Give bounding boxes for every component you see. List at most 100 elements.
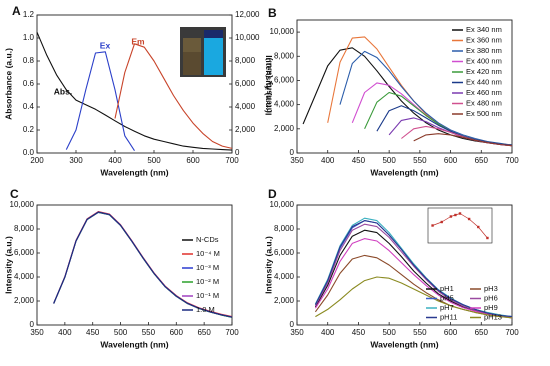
legend-label: Ex 480 nm [466,98,502,107]
panel-label: B [268,6,277,20]
y-tick-label: 2,000 [274,124,295,133]
y2-tick-label: 2,000 [235,125,256,134]
series-line [36,31,233,151]
x-tick-label: 550 [413,328,427,337]
y-tick-label: 0.2 [23,125,35,134]
plot-frame [296,19,513,154]
y-tick-label: 2,000 [274,296,295,305]
point [454,213,457,217]
x-tick-label: 300 [69,156,83,165]
legend-label: Ex 400 nm [466,56,502,65]
legend-label: Ex 420 nm [466,67,502,76]
y-tick-label: 0.0 [23,148,35,157]
series-line [315,276,513,319]
y-tick-label: 8,000 [274,51,295,60]
y-tick-label: 0.6 [23,79,35,88]
series-label: Abs. [54,86,72,96]
x-tick-label: 700 [505,156,519,165]
series-line [314,229,513,318]
plot-frame [36,204,233,326]
series-line [114,43,233,149]
series-label: Em [131,36,145,46]
x-tick-label: 400 [321,156,335,165]
point [477,225,480,229]
panel-label: A [12,4,21,18]
x-tick-label: 350 [30,328,44,337]
y-tick-label: 10,000 [10,200,35,209]
legend-label: N-CDs [196,235,219,244]
x-tick-label: 550 [413,156,427,165]
legend-label: pH6 [484,293,498,302]
point [449,215,453,218]
y-tick-label: 0 [290,320,295,329]
x-axis-title: Wavelength (nm) [100,339,168,349]
legend-label: Ex 360 nm [466,35,502,44]
x-tick-label: 650 [197,328,211,337]
point [458,212,462,215]
x-tick-label: 450 [352,328,366,337]
x-tick-label: 600 [444,328,458,337]
series-line [314,220,513,318]
series-line [314,238,513,319]
y-tick-label: 6,000 [274,248,295,257]
y2-tick-label: 4,000 [235,102,256,111]
y-tick-label: 4,000 [274,272,295,281]
series-line [432,213,488,239]
series-label: Ex [100,40,111,50]
y-axis-title: Intensity (a.u.) [3,236,13,294]
legend-label: 10⁻⁴ M [196,249,220,258]
x-tick-label: 400 [108,156,122,165]
x-tick-label: 550 [142,328,156,337]
x-tick-label: 400 [321,328,335,337]
y-axis-title: Intensity (a.u.) [263,58,273,116]
y-tick-label: 10,000 [270,200,295,209]
y2-axis-title: Intensity (a.u.) [264,55,274,113]
legend-label: Ex 340 nm [466,25,502,34]
y-tick-label: 6,000 [274,76,295,85]
y-axis-title: Intensity (a.u.) [263,236,273,294]
x-tick-label: 500 [382,328,396,337]
legend-label: pH9 [484,303,498,312]
legend-label: 10⁻² M [196,277,219,286]
x-axis-title: Wavelength (nm) [100,167,168,177]
x-tick-label: 650 [475,328,489,337]
y2-tick-label: 10,000 [235,33,260,42]
y-tick-label: 4,000 [274,100,295,109]
y-tick-label: 6,000 [14,248,35,257]
x-axis-title: Wavelength (nm) [370,167,438,177]
y-axis-title: Absorbance (a.u.) [3,48,13,120]
y2-tick-label: 6,000 [235,79,256,88]
x-axis-title: Wavelength (nm) [370,339,438,349]
series-line [388,117,513,147]
legend-label: Ex 460 nm [466,88,502,97]
y2-tick-label: 12,000 [235,10,260,19]
y-tick-label: 8,000 [274,224,295,233]
x-tick-label: 450 [86,328,100,337]
y-tick-label: 4,000 [14,272,35,281]
y-tick-label: 2,000 [14,296,35,305]
x-tick-label: 700 [505,328,519,337]
panel-label: C [10,187,19,201]
legend-label: pH5 [440,293,454,302]
y-tick-label: 10,000 [270,27,295,36]
legend-label: 10⁻¹ M [196,291,219,300]
series-line [413,133,513,147]
x-tick-label: 650 [475,156,489,165]
series-line [65,51,135,152]
x-tick-label: 200 [30,156,44,165]
legend-label: Ex 500 nm [466,109,502,118]
y-tick-label: 0 [30,320,35,329]
y-tick-label: 1.2 [23,10,35,19]
plot-frame [296,204,513,326]
point [440,220,443,224]
x-tick-label: 500 [382,156,396,165]
x-tick-label: 700 [225,328,239,337]
legend-label: pH1 [440,284,454,293]
y2-tick-label: 8,000 [235,56,256,65]
x-tick-label: 600 [444,156,458,165]
x-tick-label: 600 [170,328,184,337]
legend-label: pH13 [484,312,502,321]
legend-label: 10⁻³ M [196,263,219,272]
point [431,224,434,227]
y-tick-label: 0 [290,148,295,157]
